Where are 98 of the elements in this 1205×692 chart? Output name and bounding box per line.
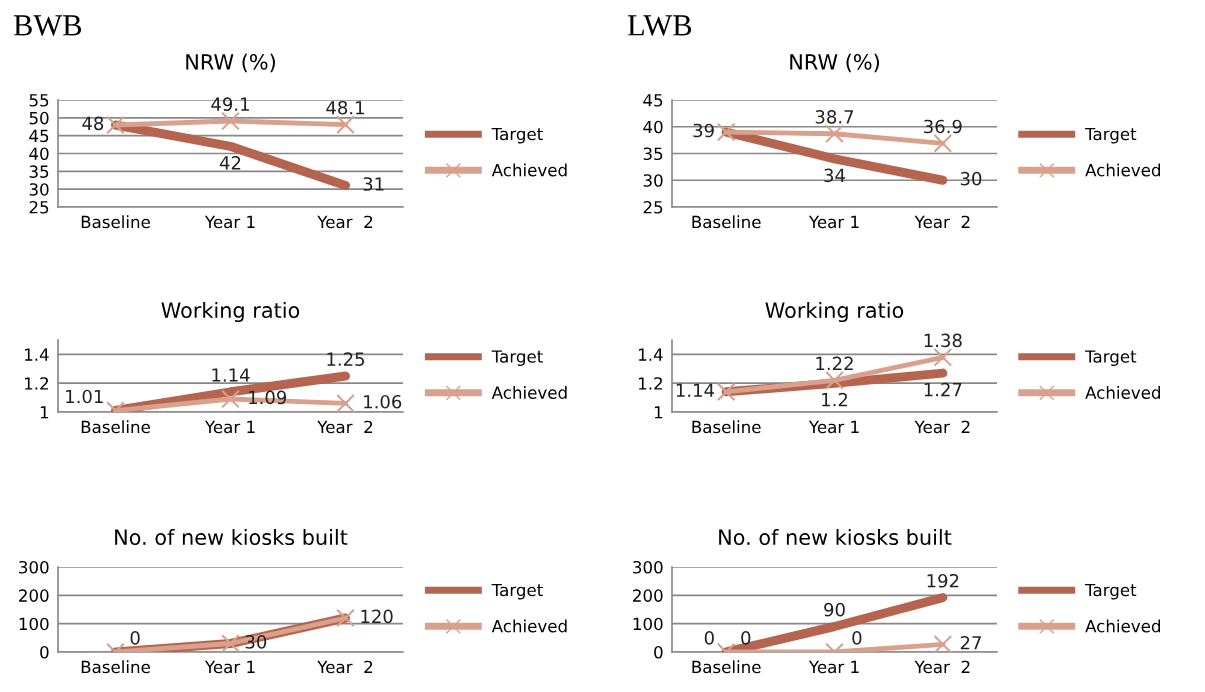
y-tick-label: 0 <box>654 645 663 659</box>
data-label: 1.01 <box>66 389 103 404</box>
data-label: 31 <box>363 177 384 191</box>
x-tick-label: Year 1 <box>204 420 255 434</box>
y-tick-label: 1 <box>40 406 49 419</box>
data-label: 1.14 <box>212 368 250 382</box>
chart-title: No. of new kiosks built <box>719 528 952 546</box>
y-tick-label: 30 <box>643 174 663 187</box>
data-label: 38.7 <box>815 110 854 124</box>
x-tick-label: Year 2 <box>317 420 373 434</box>
text: BWB <box>13 15 82 36</box>
legend-label: Target <box>1085 350 1137 366</box>
x-tick-label: Year 2 <box>914 420 970 434</box>
point <box>716 382 736 402</box>
point <box>716 122 736 142</box>
data-label: 1.2 <box>822 392 848 407</box>
chart-title: No. of new kiosks built <box>115 528 348 546</box>
legend-label: Achieved <box>1085 619 1160 633</box>
y-tick-label: 1.2 <box>24 377 48 390</box>
x-tick-label: Year 2 <box>317 660 373 674</box>
legend-label: Achieved <box>1085 386 1160 399</box>
point <box>933 133 953 153</box>
legend-label: Achieved <box>491 163 567 177</box>
data-label: 36.9 <box>924 119 962 134</box>
data-label: 34 <box>824 168 845 183</box>
y-tick-label: 40 <box>643 120 663 134</box>
chart-title: NRW (%) <box>186 53 275 73</box>
chart-title: Working ratio <box>765 301 904 323</box>
y-tick-label: 100 <box>19 617 49 631</box>
x-tick-label: Year 1 <box>808 215 859 229</box>
data-label: 0 <box>852 631 862 645</box>
data-label: 39 <box>693 123 714 138</box>
y-tick-label: 35 <box>29 165 49 178</box>
x-tick-label: Year 1 <box>808 660 859 674</box>
legend-label: Target <box>1085 583 1137 600</box>
legend-label: Target <box>491 127 543 144</box>
chart-title: NRW (%) <box>790 53 879 73</box>
y-tick-label: 25 <box>29 200 49 214</box>
x-tick-label: Year 2 <box>317 215 373 229</box>
data-label: 0 <box>130 631 140 645</box>
chart-title: Working ratio <box>161 301 300 323</box>
data-label: 1.25 <box>327 352 365 366</box>
data-label: 1.27 <box>924 382 962 397</box>
data-label: 42 <box>219 156 241 170</box>
y-tick-label: 30 <box>29 183 49 196</box>
data-label: 1.38 <box>924 333 962 348</box>
data-label: 90 <box>824 602 845 617</box>
data-label: 30 <box>960 171 982 186</box>
legend-label: Target <box>1085 127 1137 144</box>
y-tick-label: 1 <box>654 406 663 419</box>
y-tick-label: 25 <box>643 200 663 214</box>
legend-label: Achieved <box>491 386 567 399</box>
data-label: 192 <box>927 573 959 588</box>
x-tick-label: Baseline <box>692 215 761 229</box>
y-tick-label: 40 <box>29 147 49 161</box>
y-tick-label: 300 <box>633 560 663 574</box>
y-tick-label: 1.4 <box>24 348 49 361</box>
y-tick-label: 300 <box>19 560 49 574</box>
point <box>825 124 844 144</box>
y-tick-label: 1.4 <box>638 348 663 361</box>
data-label: 27 <box>960 635 981 650</box>
y-tick-label: 1.2 <box>638 377 662 390</box>
x-tick-label: Baseline <box>81 215 150 229</box>
y-tick-label: 200 <box>633 589 663 602</box>
x-tick-label: Baseline <box>692 660 761 674</box>
data-label: 120 <box>361 609 393 624</box>
data-label: 0 <box>704 631 714 645</box>
data-label: 1.06 <box>364 394 402 409</box>
x-tick-label: Baseline <box>81 660 150 674</box>
y-tick-label: 50 <box>29 111 49 125</box>
x-tick-label: Year 2 <box>914 660 970 674</box>
x-tick-label: Year 2 <box>914 215 970 229</box>
data-label: 49.1 <box>211 97 249 111</box>
legend-label: Achieved <box>1085 163 1160 177</box>
data-label: 1.09 <box>249 390 287 405</box>
data-label: 48 <box>82 116 104 131</box>
text: LWB <box>627 15 692 36</box>
legend-label: Achieved <box>491 619 567 633</box>
data-label: 0 <box>741 631 751 645</box>
y-tick-label: 0 <box>40 645 49 659</box>
legend-label: Target <box>491 350 543 366</box>
y-tick-label: 35 <box>643 147 663 161</box>
point <box>933 347 953 367</box>
y-tick-label: 200 <box>19 589 49 602</box>
data-label: 48.1 <box>326 100 364 115</box>
x-tick-label: Year 1 <box>204 660 255 674</box>
x-tick-label: Baseline <box>692 420 761 434</box>
y-tick-label: 100 <box>633 617 663 631</box>
y-tick-label: 45 <box>29 129 49 143</box>
y-tick-label: 45 <box>643 94 663 107</box>
data-label: 1.22 <box>816 356 853 371</box>
point <box>825 370 844 390</box>
x-tick-label: Baseline <box>81 420 150 434</box>
y-tick-label: 55 <box>29 94 49 107</box>
x-tick-label: Year 1 <box>808 420 859 434</box>
legend-label: Target <box>491 583 543 600</box>
x-tick-label: Year 1 <box>204 215 255 229</box>
data-label: 1.14 <box>676 383 715 397</box>
